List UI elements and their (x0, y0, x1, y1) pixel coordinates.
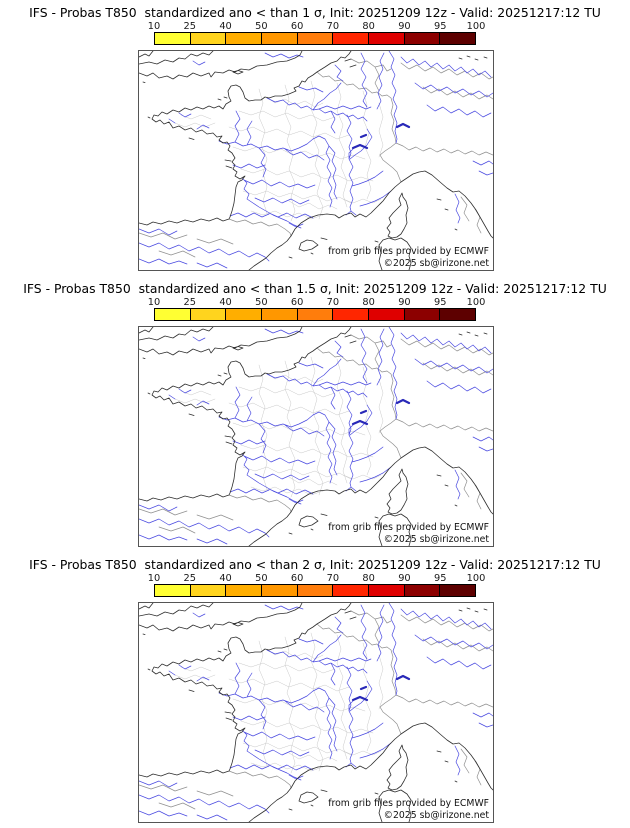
colorbar-tick-label: 50 (255, 21, 268, 32)
colorbar-segment (226, 33, 263, 44)
colorbar-segment (155, 309, 191, 320)
colorbar-tick-label: 100 (466, 21, 486, 32)
colorbar-tick-label: 95 (433, 297, 447, 308)
probability-colorbar: 10 25 40 50 60 70 80 90 95 100 (148, 21, 486, 45)
attribution-ecmwf: from grib files provided by ECMWF (328, 798, 489, 809)
colorbar-tick-label: 10 (147, 573, 161, 584)
probability-colorbar: 10 25 40 50 60 70 80 90 95 100 (148, 573, 486, 597)
colorbar-tick-row: 10 25 40 50 60 70 80 90 95 100 (148, 573, 486, 584)
colorbar-tick-label: 80 (362, 21, 375, 32)
colorbar-bar (154, 308, 476, 321)
colorbar-segment (440, 309, 476, 320)
colorbar-segment (333, 33, 370, 44)
colorbar-segment (369, 585, 405, 596)
colorbar-tick-label: 90 (398, 21, 411, 32)
colorbar-segment (190, 33, 227, 44)
france-map: from grib files provided by ECMWF ©2025 … (138, 602, 494, 823)
panel-title: IFS - Probas T850 standardized ano < tha… (29, 557, 601, 572)
colorbar-segment (262, 309, 298, 320)
colorbar-tick-label: 100 (466, 297, 486, 308)
attribution-copyright: ©2025 sb@irizone.net (383, 258, 489, 269)
colorbar-tick-label: 25 (183, 297, 196, 308)
colorbar-segment (404, 585, 441, 596)
colorbar-segment (262, 585, 298, 596)
country-borders-path (139, 58, 493, 258)
probability-colorbar: 10 25 40 50 60 70 80 90 95 100 (148, 297, 486, 321)
lakes-path (351, 122, 411, 150)
colorbar-tick-row: 10 25 40 50 60 70 80 90 95 100 (148, 297, 486, 308)
colorbar-tick-label: 50 (255, 297, 268, 308)
colorbar-tick-label: 10 (147, 21, 161, 32)
colorbar-tick-row: 10 25 40 50 60 70 80 90 95 100 (148, 21, 486, 32)
forecast-panel-sigma-2: IFS - Probas T850 standardized ano < tha… (0, 552, 630, 828)
colorbar-segment (333, 309, 370, 320)
colorbar-segment (226, 309, 263, 320)
panel-title: IFS - Probas T850 standardized ano < tha… (23, 281, 607, 296)
colorbar-tick-label: 40 (219, 21, 232, 32)
colorbar-segment (190, 309, 227, 320)
colorbar-tick-label: 95 (433, 21, 447, 32)
colorbar-tick-label: 40 (219, 573, 232, 584)
colorbar-segment (404, 33, 441, 44)
attribution-copyright: ©2025 sb@irizone.net (383, 534, 489, 545)
colorbar-segment (404, 309, 441, 320)
colorbar-tick-label: 90 (398, 573, 411, 584)
coastline-path (139, 51, 493, 270)
france-map-svg (139, 603, 493, 822)
france-map: from grib files provided by ECMWF ©2025 … (138, 50, 494, 271)
france-map: from grib files provided by ECMWF ©2025 … (138, 326, 494, 547)
colorbar-segment (155, 585, 191, 596)
colorbar-segment (297, 33, 334, 44)
colorbar-tick-label: 10 (147, 297, 161, 308)
colorbar-tick-label: 25 (183, 21, 196, 32)
colorbar-bar (154, 584, 476, 597)
colorbar-tick-label: 60 (290, 297, 304, 308)
colorbar-bar (154, 32, 476, 45)
colorbar-segment (155, 33, 191, 44)
colorbar-tick-label: 60 (290, 573, 304, 584)
colorbar-segment (440, 585, 476, 596)
rivers-path (139, 51, 493, 269)
colorbar-segment (297, 585, 334, 596)
colorbar-segment (369, 33, 405, 44)
attribution-copyright: ©2025 sb@irizone.net (383, 810, 489, 821)
colorbar-segment (190, 585, 227, 596)
colorbar-segment (440, 33, 476, 44)
colorbar-tick-label: 70 (326, 573, 340, 584)
attribution-ecmwf: from grib files provided by ECMWF (328, 246, 489, 257)
colorbar-tick-label: 100 (466, 573, 486, 584)
colorbar-segment (369, 309, 405, 320)
department-borders-path (174, 80, 384, 222)
colorbar-tick-label: 95 (433, 573, 447, 584)
colorbar-tick-label: 25 (183, 573, 196, 584)
panel-title: IFS - Probas T850 standardized ano < tha… (29, 5, 601, 20)
colorbar-segment (226, 585, 263, 596)
colorbar-tick-label: 70 (326, 297, 340, 308)
colorbar-tick-label: 70 (326, 21, 340, 32)
attribution-ecmwf: from grib files provided by ECMWF (328, 522, 489, 533)
colorbar-tick-label: 50 (255, 573, 268, 584)
colorbar-tick-label: 80 (362, 573, 375, 584)
colorbar-tick-label: 40 (219, 297, 232, 308)
france-map-svg (139, 327, 493, 546)
colorbar-tick-label: 60 (290, 21, 304, 32)
colorbar-segment (333, 585, 370, 596)
colorbar-tick-label: 90 (398, 297, 411, 308)
colorbar-tick-label: 80 (362, 297, 375, 308)
forecast-panel-sigma-1: IFS - Probas T850 standardized ano < tha… (0, 0, 630, 276)
colorbar-segment (297, 309, 334, 320)
france-map-svg (139, 51, 493, 270)
forecast-panel-sigma-1-5: IFS - Probas T850 standardized ano < tha… (0, 276, 630, 552)
colorbar-segment (262, 33, 298, 44)
